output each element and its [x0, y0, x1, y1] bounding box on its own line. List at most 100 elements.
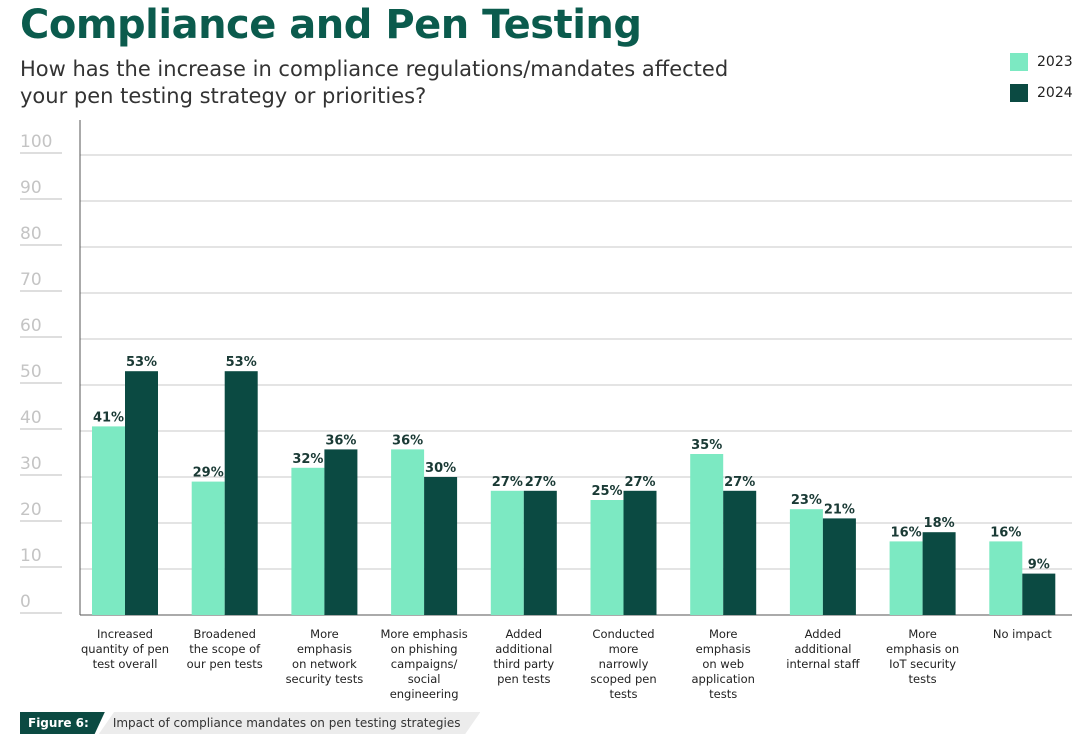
data-label: 9% [1028, 558, 1050, 573]
data-label: 25% [591, 484, 622, 499]
y-tick-label: 50 [20, 362, 42, 382]
bar [922, 532, 956, 615]
x-tick-label: emphasis [297, 642, 352, 656]
bar [889, 541, 923, 615]
x-tick-label: Conducted [592, 627, 654, 641]
x-tick-label: internal staff [786, 657, 860, 671]
x-tick-label: the scope of [189, 642, 261, 656]
bar [690, 454, 724, 615]
legend-label-2024: 2024 [1037, 85, 1073, 101]
x-tick-label: pen tests [497, 672, 550, 686]
bar [523, 490, 557, 615]
data-label: 36% [325, 433, 356, 448]
x-tick-label: on network [292, 657, 357, 671]
data-label: 16% [891, 525, 922, 540]
figure-caption: Figure 6: Impact of compliance mandates … [20, 712, 481, 734]
y-tick-label: 70 [20, 270, 42, 290]
x-tick-label: Increased [97, 627, 153, 641]
x-tick-label: Added [505, 627, 542, 641]
legend-swatch-2023 [1010, 53, 1028, 71]
x-tick-label: Added [805, 627, 842, 641]
bar [989, 541, 1023, 615]
x-tick-label: No impact [993, 627, 1052, 641]
x-tick-label: social [408, 672, 441, 686]
x-tick-label: additional [794, 642, 851, 656]
x-tick-label: additional [495, 642, 552, 656]
x-tick-label: quantity of pen [81, 642, 169, 656]
x-tick-label: scoped pen [590, 672, 656, 686]
bar [822, 518, 856, 615]
x-tick-label: emphasis on [886, 642, 959, 656]
data-label: 21% [824, 502, 855, 517]
x-tick-label: tests [909, 672, 937, 686]
data-label: 53% [126, 355, 157, 370]
x-tick-label: third party [493, 657, 554, 671]
legend-item-2024: 2024 [1010, 83, 1073, 103]
bar [590, 500, 624, 615]
legend-label-2023: 2023 [1037, 54, 1073, 70]
x-tick-label: engineering [390, 687, 459, 701]
legend: 2023 2024 [1010, 52, 1073, 114]
x-tick-label: tests [709, 687, 737, 701]
legend-item-2023: 2023 [1010, 52, 1073, 72]
bar [391, 449, 425, 615]
y-tick-label: 10 [20, 546, 42, 566]
y-tick-label: 30 [20, 454, 42, 474]
data-label: 36% [392, 433, 423, 448]
chart-title: Compliance and Pen Testing [20, 2, 642, 48]
figure-tag: Figure 6: [20, 712, 105, 734]
y-tick-label: 60 [20, 316, 42, 336]
x-tick-label: More [908, 627, 937, 641]
bar [1022, 573, 1056, 615]
x-tick-label: more [609, 642, 639, 656]
y-tick-label: 20 [20, 500, 42, 520]
figure-caption-text: Impact of compliance mandates on pen tes… [98, 712, 481, 734]
x-tick-label: campaigns/ [391, 657, 458, 671]
x-tick-label: tests [609, 687, 637, 701]
x-tick-label: More [709, 627, 738, 641]
bar [723, 490, 757, 615]
bar [224, 371, 258, 615]
x-tick-label: More [310, 627, 339, 641]
bar [191, 481, 225, 615]
data-label: 18% [924, 516, 955, 531]
data-label: 27% [724, 475, 755, 490]
y-tick-label: 80 [20, 224, 42, 244]
y-tick-label: 40 [20, 408, 42, 428]
bar [92, 426, 125, 615]
data-label: 16% [990, 525, 1021, 540]
x-tick-label: our pen tests [187, 657, 263, 671]
data-label: 53% [226, 355, 257, 370]
x-tick-label: emphasis [696, 642, 751, 656]
data-label: 27% [624, 475, 655, 490]
y-tick-label: 0 [20, 592, 31, 612]
x-tick-label: Broadened [193, 627, 256, 641]
data-label: 27% [492, 475, 523, 490]
x-tick-label: on phishing [391, 642, 458, 656]
bar [490, 490, 524, 615]
x-tick-label: on web [702, 657, 744, 671]
x-tick-label: narrowly [599, 657, 649, 671]
bar [291, 467, 325, 615]
data-label: 30% [425, 461, 456, 476]
bar [424, 477, 458, 615]
x-tick-label: application [691, 672, 754, 686]
bar [125, 371, 158, 615]
x-tick-label: IoT security [889, 657, 956, 671]
x-tick-label: security tests [286, 672, 364, 686]
x-tick-label: More emphasis [380, 627, 467, 641]
x-tick-label: test overall [93, 657, 158, 671]
y-tick-label: 100 [20, 132, 52, 152]
chart-subtitle: How has the increase in compliance regul… [20, 57, 729, 108]
bar [324, 449, 358, 615]
bar [623, 490, 657, 615]
bar [789, 509, 823, 615]
legend-swatch-2024 [1010, 84, 1028, 102]
data-label: 32% [292, 452, 323, 467]
y-tick-label: 90 [20, 178, 42, 198]
data-label: 27% [525, 475, 556, 490]
data-label: 35% [691, 438, 722, 453]
bar-chart: 0 10 20 30 40 50 60 70 80 90 100 41% 53% Increasedqua… [20, 120, 1072, 701]
data-label: 29% [193, 466, 224, 481]
data-label: 41% [93, 410, 124, 425]
